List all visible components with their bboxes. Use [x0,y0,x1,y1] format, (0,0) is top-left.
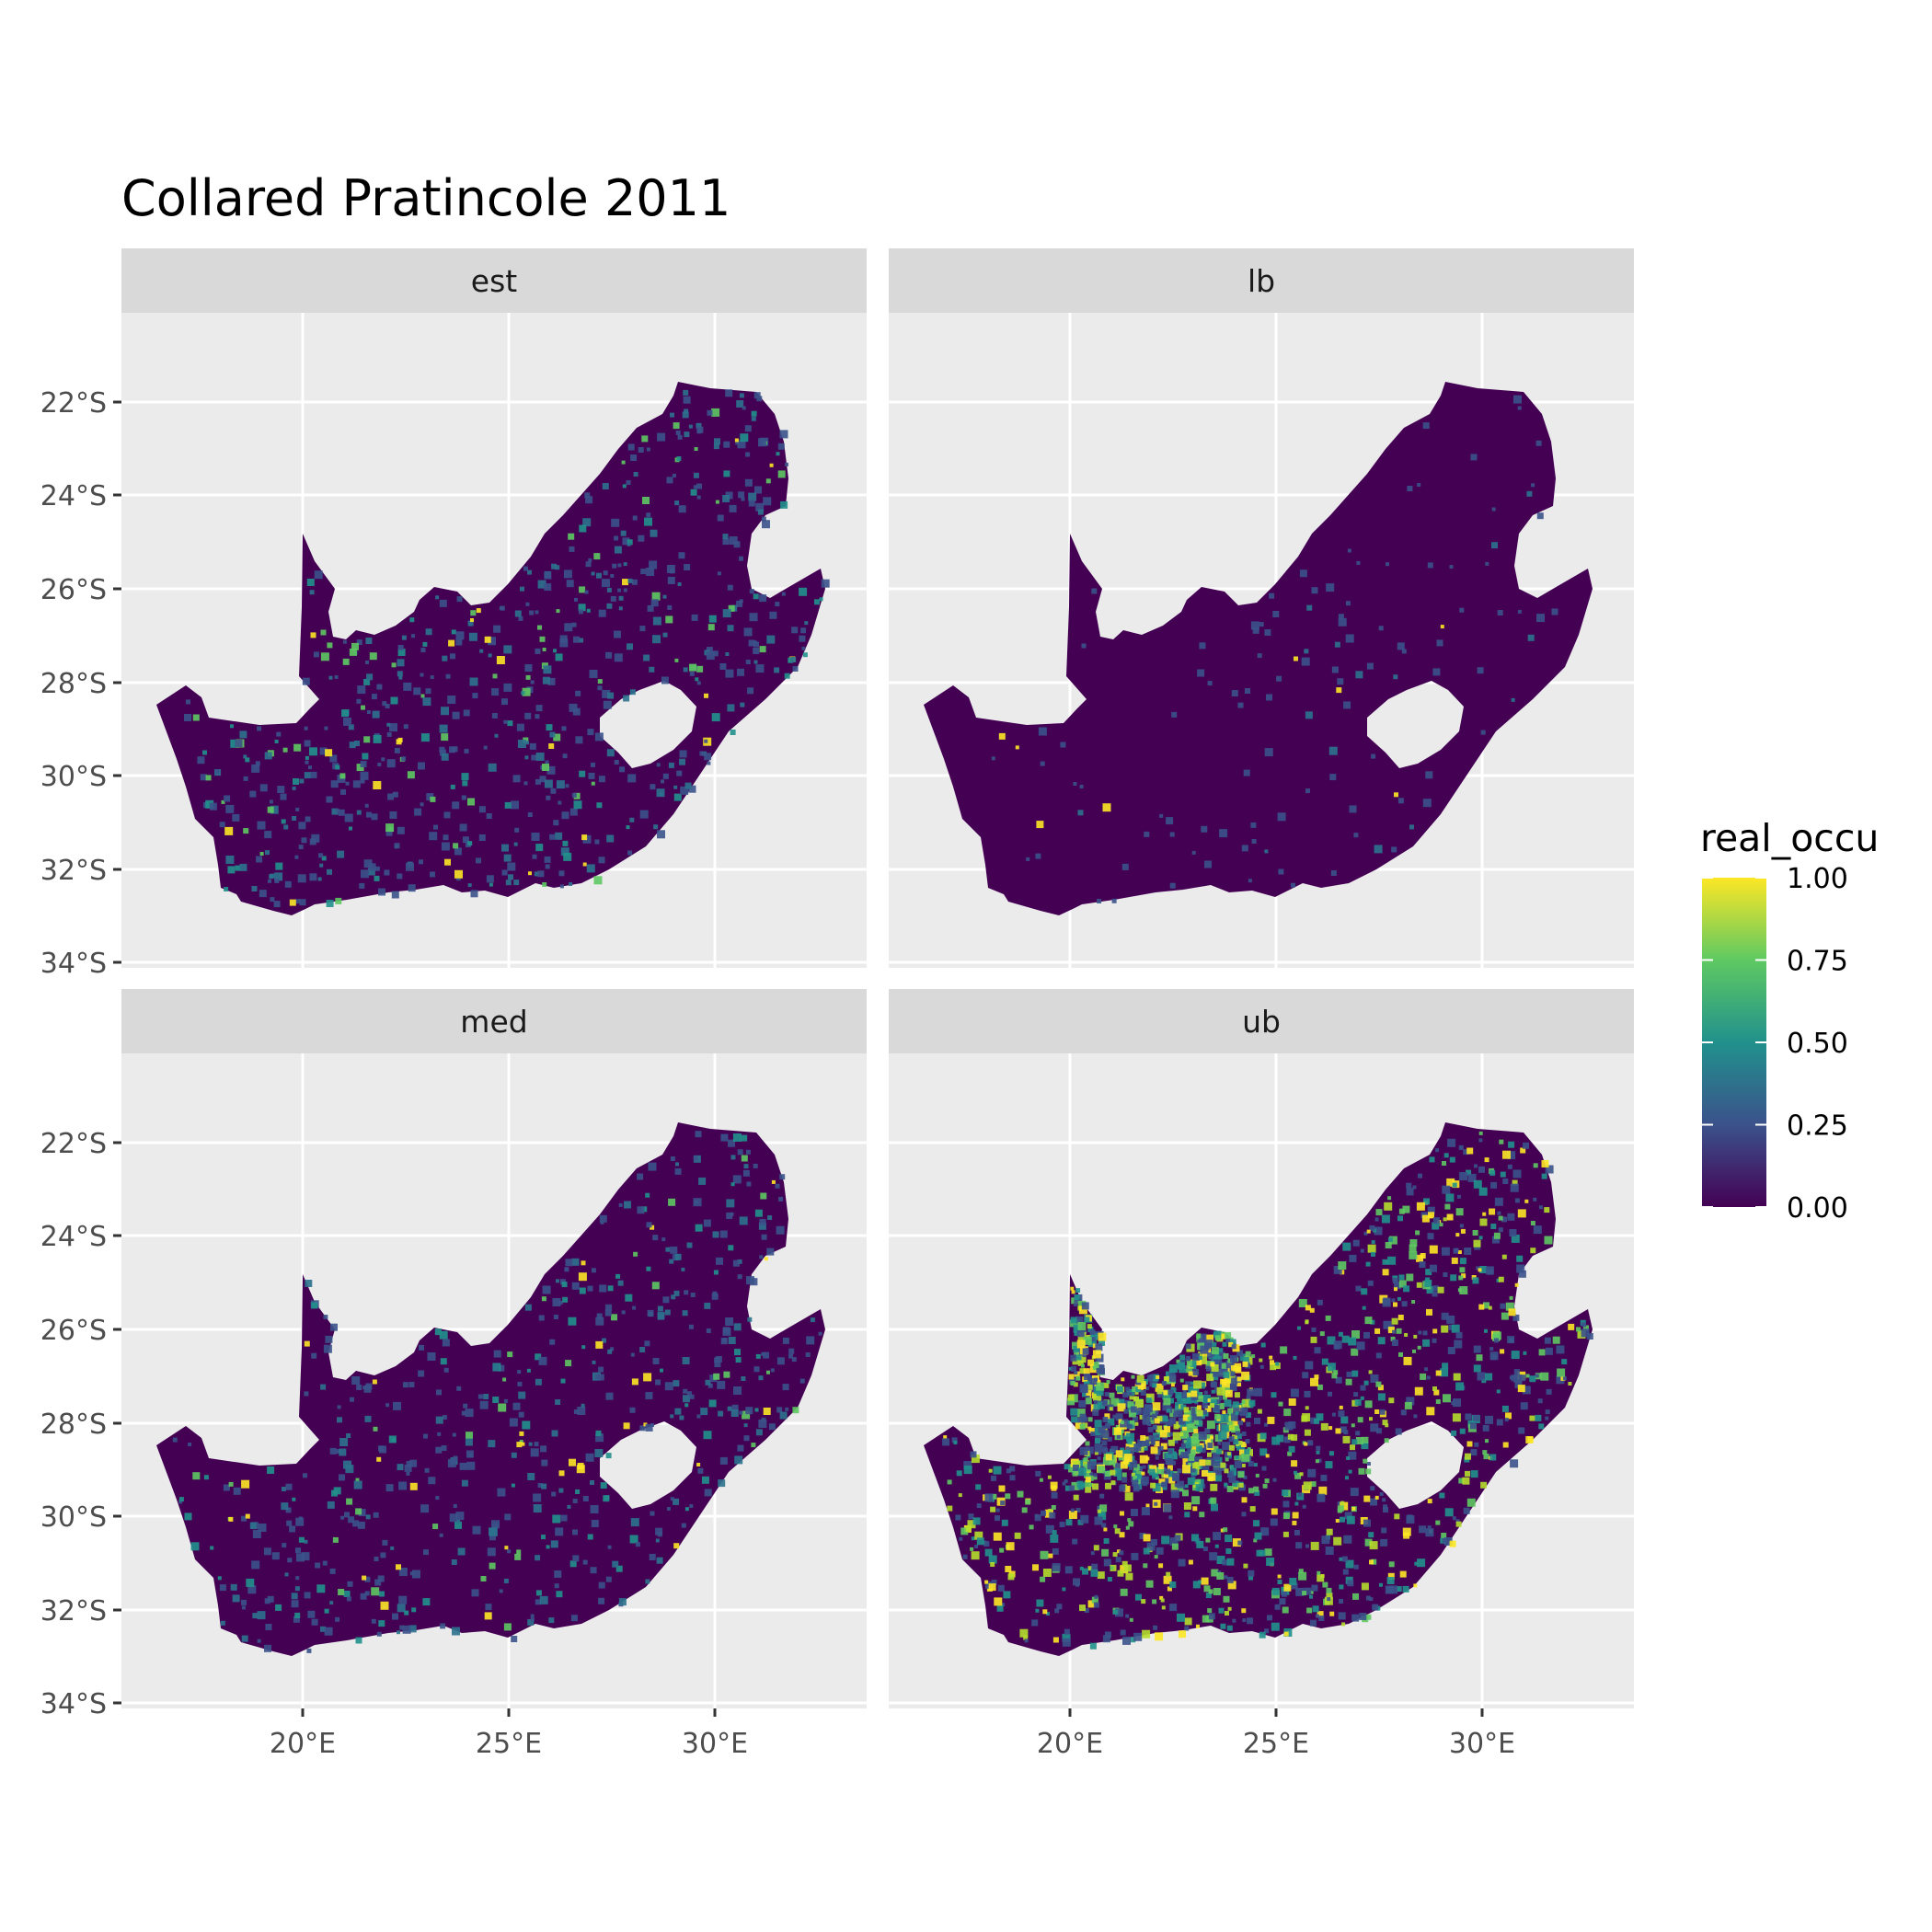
land-raster [156,382,825,915]
land-raster [924,382,1593,915]
occupancy-cells [942,1131,1593,1650]
x-tick-label: 25°E [1243,1728,1309,1760]
facet-strip-label: est [471,263,517,299]
facet-strip-label: med [460,1004,527,1040]
facet-strip [121,248,867,313]
facet-panel-med: med [121,989,867,1708]
x-tick-label: 20°E [1037,1728,1103,1760]
legend-tick-label: 1.00 [1787,863,1848,895]
facet-strip [889,248,1634,313]
y-tick-label: 22°S [40,1128,107,1160]
chart-title: Collared Pratincole 2011 [121,169,730,227]
y-tick-label: 30°S [40,761,107,793]
legend-tick-label: 0.25 [1787,1110,1848,1143]
facet-strip [889,989,1634,1053]
x-tick-label: 25°E [476,1728,542,1760]
facet-panel-lb: lb [889,248,1634,968]
y-tick-label: 32°S [40,1595,107,1627]
y-tick-label: 26°S [40,1315,107,1347]
facet-panel-est: est [121,248,867,968]
x-tick-label: 30°E [1449,1728,1515,1760]
legend-tick-label: 0.75 [1787,946,1848,978]
occupancy-cells [172,1131,822,1653]
legend-title: real_occu [1700,816,1879,860]
y-tick-label: 22°S [40,387,107,420]
facet-panels: est lb med ub [121,248,1634,1708]
y-axis-top-labels: 22°S 24°S 26°S 28°S 30°S 32°S 34°S [40,387,121,980]
legend-ticks: 1.00 0.75 0.50 0.25 0.00 [1702,863,1848,1225]
legend: real_occu 1.00 0.75 0.50 0.25 0.00 [1700,816,1879,1225]
occupancy-cells [184,389,830,908]
y-tick-label: 28°S [40,668,107,700]
facet-strip-label: ub [1242,1004,1281,1040]
y-tick-label: 26°S [40,574,107,606]
land-raster [156,1122,825,1656]
y-tick-label: 34°S [40,948,107,980]
x-axis-left-labels: 20°E 25°E 30°E [270,1708,748,1760]
y-tick-label: 32°S [40,855,107,887]
y-tick-label: 28°S [40,1409,107,1441]
y-tick-label: 24°S [40,1221,107,1253]
facet-strip-label: lb [1248,263,1275,299]
legend-tick-label: 0.00 [1787,1192,1848,1225]
y-tick-label: 34°S [40,1688,107,1720]
x-axis-right-labels: 20°E 25°E 30°E [1037,1708,1515,1760]
occupancy-cells [991,395,1558,903]
y-tick-label: 24°S [40,480,107,512]
y-axis-bottom-labels: 22°S 24°S 26°S 28°S 30°S 32°S 34°S [40,1128,121,1720]
facet-panel-ub: ub [889,989,1634,1708]
x-tick-label: 30°E [682,1728,748,1760]
facet-strip [121,989,867,1053]
y-tick-label: 30°S [40,1501,107,1534]
x-tick-label: 20°E [270,1728,336,1760]
legend-tick-label: 0.50 [1787,1028,1848,1060]
